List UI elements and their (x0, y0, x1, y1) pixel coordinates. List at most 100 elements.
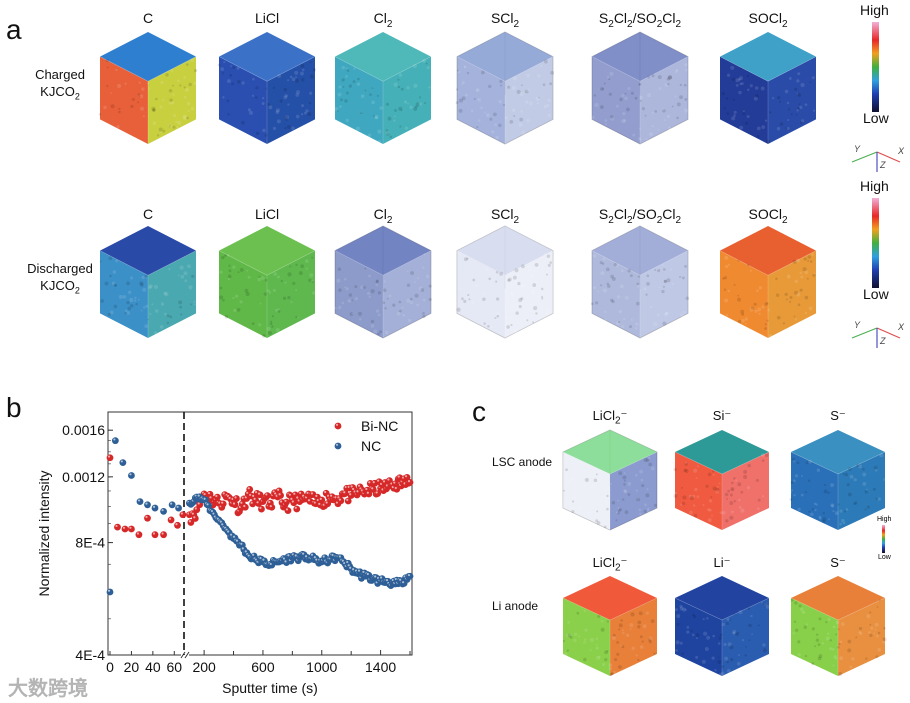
speckle (629, 623, 634, 628)
speckle (409, 300, 414, 305)
label-part: SOCl (748, 10, 782, 26)
dot-highlight (187, 512, 190, 515)
speckle (222, 96, 225, 99)
speckle (348, 293, 353, 297)
speckle (409, 105, 413, 109)
speckle (589, 648, 592, 652)
colorbar-low-label: Low (863, 110, 889, 126)
speckle (704, 647, 709, 651)
speckle (731, 77, 736, 82)
speckle (407, 318, 412, 323)
dot-highlight (290, 497, 293, 500)
point-bi-nc-dense (241, 503, 249, 511)
speckle (393, 115, 396, 118)
speckle (684, 63, 688, 67)
speckle (369, 93, 372, 96)
axis-label: Y (854, 144, 861, 154)
speckle (725, 314, 729, 317)
speckle (818, 515, 822, 519)
x-tick-label: 1000 (306, 659, 337, 675)
speckle (662, 285, 665, 288)
dot-highlight (394, 486, 397, 490)
speckle (845, 508, 849, 511)
speckle (737, 482, 742, 487)
speckle (502, 104, 506, 107)
speckle (733, 477, 736, 480)
speckle (169, 124, 171, 127)
cube-right-face (722, 452, 769, 530)
speckle (875, 497, 878, 501)
speckle (246, 269, 249, 272)
speckle (731, 481, 734, 485)
speckle (162, 129, 166, 133)
colorbar-small (882, 525, 885, 553)
speckle (344, 99, 348, 103)
speckle (461, 80, 465, 84)
label-part: 2 (781, 18, 788, 30)
speckle (764, 302, 769, 306)
speckle (799, 288, 803, 292)
dot-highlight (325, 501, 328, 504)
speckle (797, 106, 801, 110)
speckle (193, 300, 196, 303)
speckle (611, 300, 615, 304)
speckle (423, 101, 427, 105)
speckle (789, 295, 793, 300)
cube-top-face (335, 226, 431, 276)
speckle (742, 112, 745, 116)
speckle (839, 509, 843, 513)
cube-top-face (675, 430, 769, 474)
speckle (422, 312, 425, 315)
speckle (489, 117, 493, 121)
dot-highlight (176, 505, 179, 508)
speckle (693, 614, 697, 619)
dot-highlight (302, 552, 305, 555)
speckle (578, 635, 581, 638)
cube-top-face (720, 226, 816, 276)
speckle (862, 481, 867, 486)
speckle (603, 471, 607, 475)
speckle (666, 114, 671, 119)
speckle (311, 280, 314, 284)
speckle (116, 83, 122, 89)
speckle (646, 507, 650, 511)
speckle (100, 299, 105, 303)
speckle (797, 507, 801, 511)
speckle (373, 329, 378, 334)
speckle (804, 311, 808, 315)
dot-highlight (191, 512, 194, 515)
panel-a-label: a (6, 14, 22, 45)
speckle (520, 297, 524, 301)
speckle (533, 270, 536, 273)
speckle (422, 314, 426, 319)
speckle (788, 76, 792, 80)
cube-right-face (838, 598, 885, 676)
speckle (399, 125, 402, 128)
speckle (853, 478, 857, 482)
label-part: 2 (675, 214, 682, 226)
dot-highlight (129, 473, 132, 476)
speckle (671, 282, 675, 286)
speckle (684, 108, 689, 113)
speckle (311, 279, 314, 283)
speckle (567, 478, 572, 483)
speckle (138, 95, 141, 98)
speckle (474, 283, 479, 288)
speckle (457, 252, 461, 256)
speckle (142, 115, 145, 118)
speckle (401, 306, 404, 309)
speckle (808, 459, 812, 464)
speckle (692, 494, 696, 498)
speckle (658, 86, 662, 90)
speckle (706, 635, 711, 640)
speckle (520, 109, 524, 113)
speckle (525, 100, 529, 104)
speckle (758, 312, 761, 315)
speckle (787, 118, 790, 121)
speckle (226, 99, 230, 103)
speckle (513, 329, 518, 334)
cube-left-face (335, 250, 383, 338)
speckle (788, 108, 791, 111)
speckle (623, 483, 626, 486)
speckle (349, 312, 354, 316)
